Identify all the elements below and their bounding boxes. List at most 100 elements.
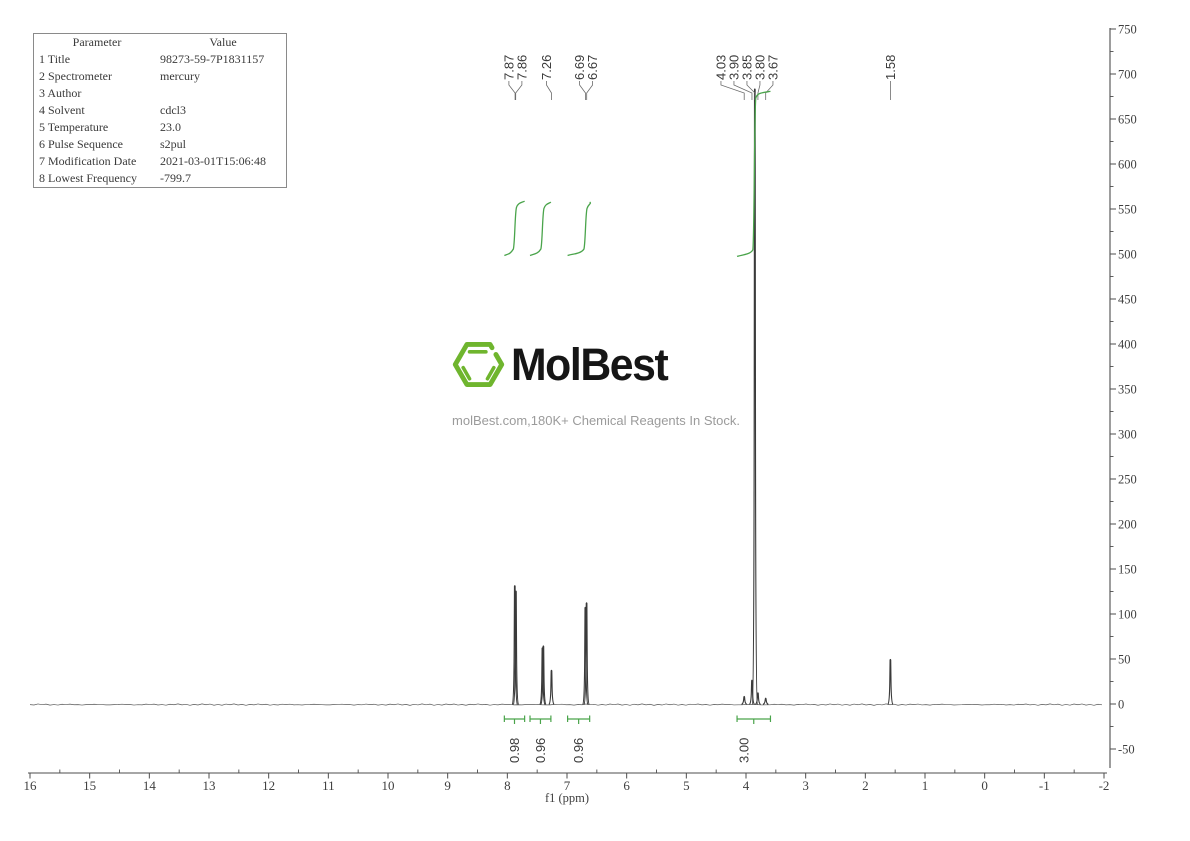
- nmr-peak: [583, 602, 590, 705]
- y-tick-label: 700: [1118, 68, 1137, 82]
- integral-value-label: 3.00: [736, 738, 751, 763]
- y-tick-label: 50: [1118, 653, 1131, 667]
- nmr-peak: [548, 669, 555, 705]
- peak-label: 3.90: [726, 55, 741, 80]
- peak-label: 7.26: [539, 55, 554, 80]
- nmr-peak: [511, 585, 518, 706]
- y-tick-label: 750: [1118, 23, 1137, 37]
- peak-label-leader: [508, 81, 516, 100]
- y-tick-label: 300: [1118, 428, 1137, 442]
- peak-label-leader: [515, 81, 523, 100]
- integral-curve: [567, 201, 592, 257]
- integral-bracket: [566, 715, 591, 724]
- parameter-value: s2pul: [160, 137, 187, 151]
- y-tick-label: 600: [1118, 158, 1137, 172]
- peak-label-leader: [579, 81, 586, 100]
- molbest-logo: MolBest: [450, 336, 676, 393]
- peak-label-leader: [546, 81, 552, 100]
- peak-label: 6.69: [572, 55, 587, 80]
- value-header: Value: [209, 35, 237, 49]
- integral-curve: [504, 200, 525, 257]
- y-tick-label: 0: [1118, 698, 1124, 712]
- nmr-peak: [748, 679, 755, 705]
- parameter-name: 3 Author: [39, 86, 82, 100]
- x-tick-label: 3: [802, 778, 809, 793]
- parameter-value: mercury: [160, 69, 200, 83]
- x-tick-label: 4: [743, 778, 750, 793]
- nmr-peak: [741, 695, 748, 705]
- integral-value-label: 0.96: [533, 738, 548, 763]
- y-tick-label: 200: [1118, 518, 1137, 532]
- peak-label: 1.58: [883, 55, 898, 80]
- parameter-name: 8 Lowest Frequency: [39, 171, 137, 185]
- x-tick-label: 12: [262, 778, 275, 793]
- y-tick-label: 550: [1118, 203, 1137, 217]
- peak-label: 3.80: [752, 55, 767, 80]
- parameter-value: 98273-59-7P1831157: [160, 52, 265, 66]
- y-tick-label: 650: [1118, 113, 1137, 127]
- integral-bracket: [529, 715, 552, 724]
- integral-curve: [529, 201, 552, 257]
- parameter-value: 23.0: [160, 120, 181, 134]
- nmr-peak: [512, 590, 520, 706]
- x-tick-label: 5: [683, 778, 690, 793]
- x-tick-label: 2: [862, 778, 869, 793]
- parameter-row: 6 Pulse Sequence s2pul: [34, 136, 287, 153]
- parameter-row: 2 Spectrometer mercury: [34, 68, 287, 85]
- nmr-peak: [754, 692, 761, 705]
- parameter-value: 2021-03-01T15:06:48: [160, 154, 266, 168]
- peak-label: 6.67: [585, 55, 600, 80]
- integral-bracket: [503, 715, 526, 724]
- parameter-row: 1 Title 98273-59-7P1831157: [34, 51, 287, 68]
- peak-label-leader: [733, 81, 753, 100]
- x-tick-label: 6: [623, 778, 630, 793]
- parameter-table-body: 1 Title 98273-59-7P1831157 2 Spectrometer m…: [34, 51, 287, 188]
- peak-label: 7.87: [501, 55, 516, 80]
- parameter-header: Parameter: [72, 35, 122, 49]
- parameter-row: 5 Temperature 23.0: [34, 119, 287, 136]
- x-tick-label: -2: [1099, 778, 1110, 793]
- parameter-name: 7 Modification Date: [39, 154, 137, 168]
- peak-label-leader: [720, 81, 745, 100]
- parameter-value: [160, 85, 287, 102]
- nmr-peak: [887, 658, 894, 705]
- parameter-row: 7 Modification Date 2021-03-01T15:06:48: [34, 153, 287, 170]
- peak-label: 3.67: [765, 55, 780, 80]
- nmr-peak: [762, 697, 769, 705]
- y-tick-label: 350: [1118, 383, 1137, 397]
- x-tick-label: 13: [203, 778, 216, 793]
- peak-label-leader: [746, 81, 756, 100]
- x-tick-label: 14: [143, 778, 157, 793]
- x-tick-label: 16: [24, 778, 38, 793]
- x-tick-label: -1: [1039, 778, 1050, 793]
- nmr-peak: [540, 645, 547, 705]
- parameter-value: -799.7: [160, 171, 191, 185]
- molbest-hexagon-icon: [452, 342, 505, 387]
- x-tick-label: 10: [382, 778, 395, 793]
- x-tick-label: 11: [322, 778, 335, 793]
- x-tick-label: 1: [922, 778, 929, 793]
- peak-label-leader: [757, 81, 761, 100]
- y-tick-label: 400: [1118, 338, 1137, 352]
- nmr-peak: [751, 88, 759, 706]
- integral-value-label: 0.98: [507, 738, 522, 763]
- integral-curve: [736, 90, 771, 258]
- y-tick-label: 150: [1118, 563, 1137, 577]
- parameter-name: 6 Pulse Sequence: [39, 137, 123, 151]
- y-tick-label: 100: [1118, 608, 1137, 622]
- y-tick-label: 500: [1118, 248, 1137, 262]
- x-tick-label: 9: [444, 778, 451, 793]
- x-tick-label: 15: [83, 778, 96, 793]
- x-tick-label: 7: [564, 778, 571, 793]
- peak-label: 4.03: [713, 55, 728, 80]
- y-tick-label: -50: [1118, 743, 1135, 757]
- x-tick-label: 0: [981, 778, 988, 793]
- parameter-name: 2 Spectrometer: [39, 69, 112, 83]
- parameter-row: 3 Author: [34, 85, 287, 102]
- nmr-peak: [582, 606, 589, 705]
- integral-value-label: 0.96: [571, 738, 586, 763]
- y-tick-label: 250: [1118, 473, 1137, 487]
- parameter-row: 4 Solvent cdcl3: [34, 102, 287, 119]
- nmr-peak: [539, 647, 546, 705]
- peak-label: 7.86: [514, 55, 529, 80]
